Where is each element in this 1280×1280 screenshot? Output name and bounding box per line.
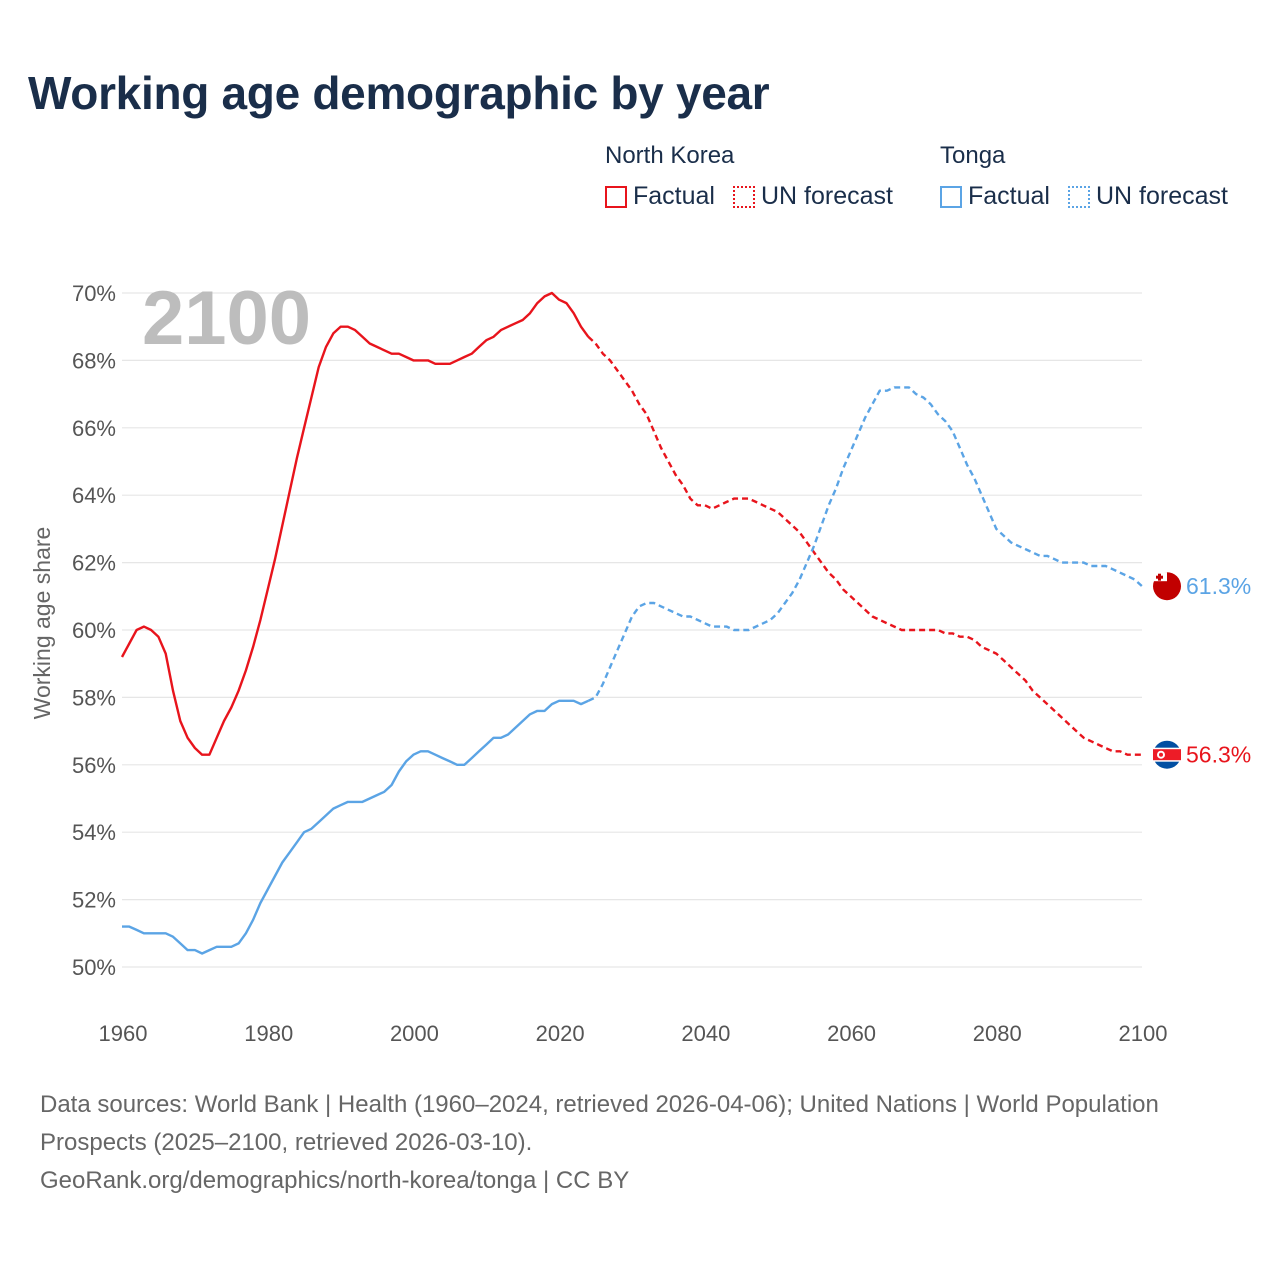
chart-title: Working age demographic by year: [28, 67, 770, 119]
x-tick-label: 1980: [244, 1021, 293, 1046]
x-tick-label: 2020: [536, 1021, 585, 1046]
x-tick-label: 2060: [827, 1021, 876, 1046]
legend-item-north-korea-forecast[interactable]: UN forecast: [732, 182, 893, 211]
y-tick-label: 64%: [72, 483, 116, 508]
y-tick-label: 54%: [72, 820, 116, 845]
year-display: 2100: [142, 276, 311, 361]
x-axis: 1960 1980 2000 2020 2040 2060 2080 2100: [99, 1021, 1168, 1046]
end-markers: 56.3% 61.3%: [1153, 572, 1251, 769]
y-tick-label: 56%: [72, 753, 116, 778]
flag-star: [1159, 752, 1163, 757]
source-link[interactable]: GeoRank.org/demographics/north-korea/ton…: [40, 1167, 630, 1194]
tonga-flag-icon: [1153, 572, 1181, 601]
x-tick-label: 2080: [973, 1021, 1022, 1046]
y-tick-label: 52%: [72, 888, 116, 913]
legend-label: UN forecast: [1095, 182, 1228, 210]
x-tick-label: 1960: [99, 1021, 148, 1046]
legend-north-korea: North Korea Factual UN forecast: [605, 142, 893, 211]
y-tick-label: 68%: [72, 348, 116, 373]
y-axis-title: Working age share: [29, 527, 55, 720]
legend-swatch-dotted: [732, 185, 755, 208]
north-korea-flag-icon: [1153, 740, 1181, 769]
north-korea-end-label: 56.3%: [1186, 742, 1251, 768]
legend-tonga: Tonga Factual UN forecast: [940, 142, 1228, 211]
legend-label: UN forecast: [760, 182, 893, 210]
legend-label: Factual: [633, 182, 715, 210]
tonga-end-label: 61.3%: [1186, 573, 1251, 599]
y-axis: 50% 52% 54% 56% 58% 60% 62% 64% 66% 68% 70%: [72, 281, 116, 980]
legend-item-tonga-factual[interactable]: Factual: [940, 182, 1050, 211]
legend-label: Factual: [968, 182, 1050, 210]
y-tick-label: 58%: [72, 685, 116, 710]
flag-cross: [1156, 575, 1163, 579]
legend-item-north-korea-factual[interactable]: Factual: [605, 182, 715, 211]
flag-band: [1153, 749, 1181, 761]
grid-lines: [122, 292, 1142, 968]
x-tick-label: 2040: [681, 1021, 730, 1046]
tonga-factual-line: [122, 699, 589, 955]
footer: Data sources: World Bank | Health (1960–…: [40, 1086, 1240, 1200]
y-tick-label: 70%: [72, 281, 116, 306]
legend-swatch-solid: [605, 185, 627, 208]
x-tick-label: 2100: [1119, 1021, 1168, 1046]
legend-series-name: Tonga: [940, 142, 1006, 169]
series-lines: [120, 291, 1143, 955]
north-korea-forecast-line: [587, 335, 1142, 756]
y-tick-label: 66%: [72, 416, 116, 441]
legend-item-tonga-forecast[interactable]: UN forecast: [1067, 182, 1228, 211]
tonga-forecast-line: [587, 386, 1143, 702]
line-chart: 2100 50% 52% 54% 56% 58% 60% 62% 64% 66% 68% 70% 1…: [29, 276, 1251, 1046]
legend-swatch-dotted: [1067, 185, 1090, 208]
y-tick-label: 62%: [72, 551, 116, 576]
legend-swatch-solid: [940, 185, 962, 208]
y-tick-label: 60%: [72, 618, 116, 643]
x-tick-label: 2000: [390, 1021, 439, 1046]
y-tick-label: 50%: [72, 955, 116, 980]
legend-series-name: North Korea: [605, 142, 735, 169]
north-korea-factual-line: [120, 291, 590, 756]
data-sources-text: Data sources: World Bank | Health (1960–…: [40, 1091, 1159, 1156]
